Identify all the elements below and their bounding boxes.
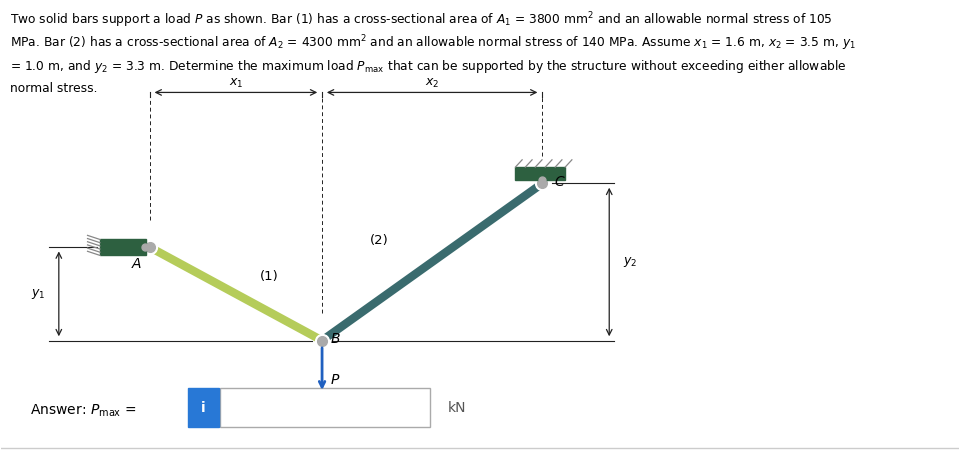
Text: (1): (1) [260, 270, 278, 283]
Text: $x_1$: $x_1$ [228, 76, 243, 90]
Text: $P$: $P$ [329, 373, 340, 387]
Text: Answer: $P_{\rm max}$ =: Answer: $P_{\rm max}$ = [30, 403, 136, 419]
Text: i: i [201, 401, 205, 414]
Bar [188, 388, 219, 427]
Text: normal stress.: normal stress. [10, 82, 97, 94]
Bar [220, 388, 430, 427]
Text: $A$: $A$ [131, 256, 142, 271]
Text: $x_2$: $x_2$ [425, 76, 440, 90]
Text: $y_1$: $y_1$ [31, 287, 45, 301]
Text: (2): (2) [370, 234, 389, 247]
Bar [100, 239, 146, 256]
Text: $B$: $B$ [329, 332, 341, 346]
Bar [516, 167, 565, 180]
Text: $y_2$: $y_2$ [623, 255, 637, 269]
Text: MPa. Bar (2) has a cross-sectional area of $A_2$ = 4300 mm$^2$ and an allowable : MPa. Bar (2) has a cross-sectional area … [10, 34, 855, 54]
Text: $C$: $C$ [554, 175, 565, 189]
Text: kN: kN [447, 401, 466, 414]
Text: Two solid bars support a load $P$ as shown. Bar (1) has a cross-sectional area o: Two solid bars support a load $P$ as sho… [10, 10, 832, 30]
Text: = 1.0 m, and $y_2$ = 3.3 m. Determine the maximum load $P_{\rm max}$ that can be: = 1.0 m, and $y_2$ = 3.3 m. Determine th… [10, 58, 846, 75]
